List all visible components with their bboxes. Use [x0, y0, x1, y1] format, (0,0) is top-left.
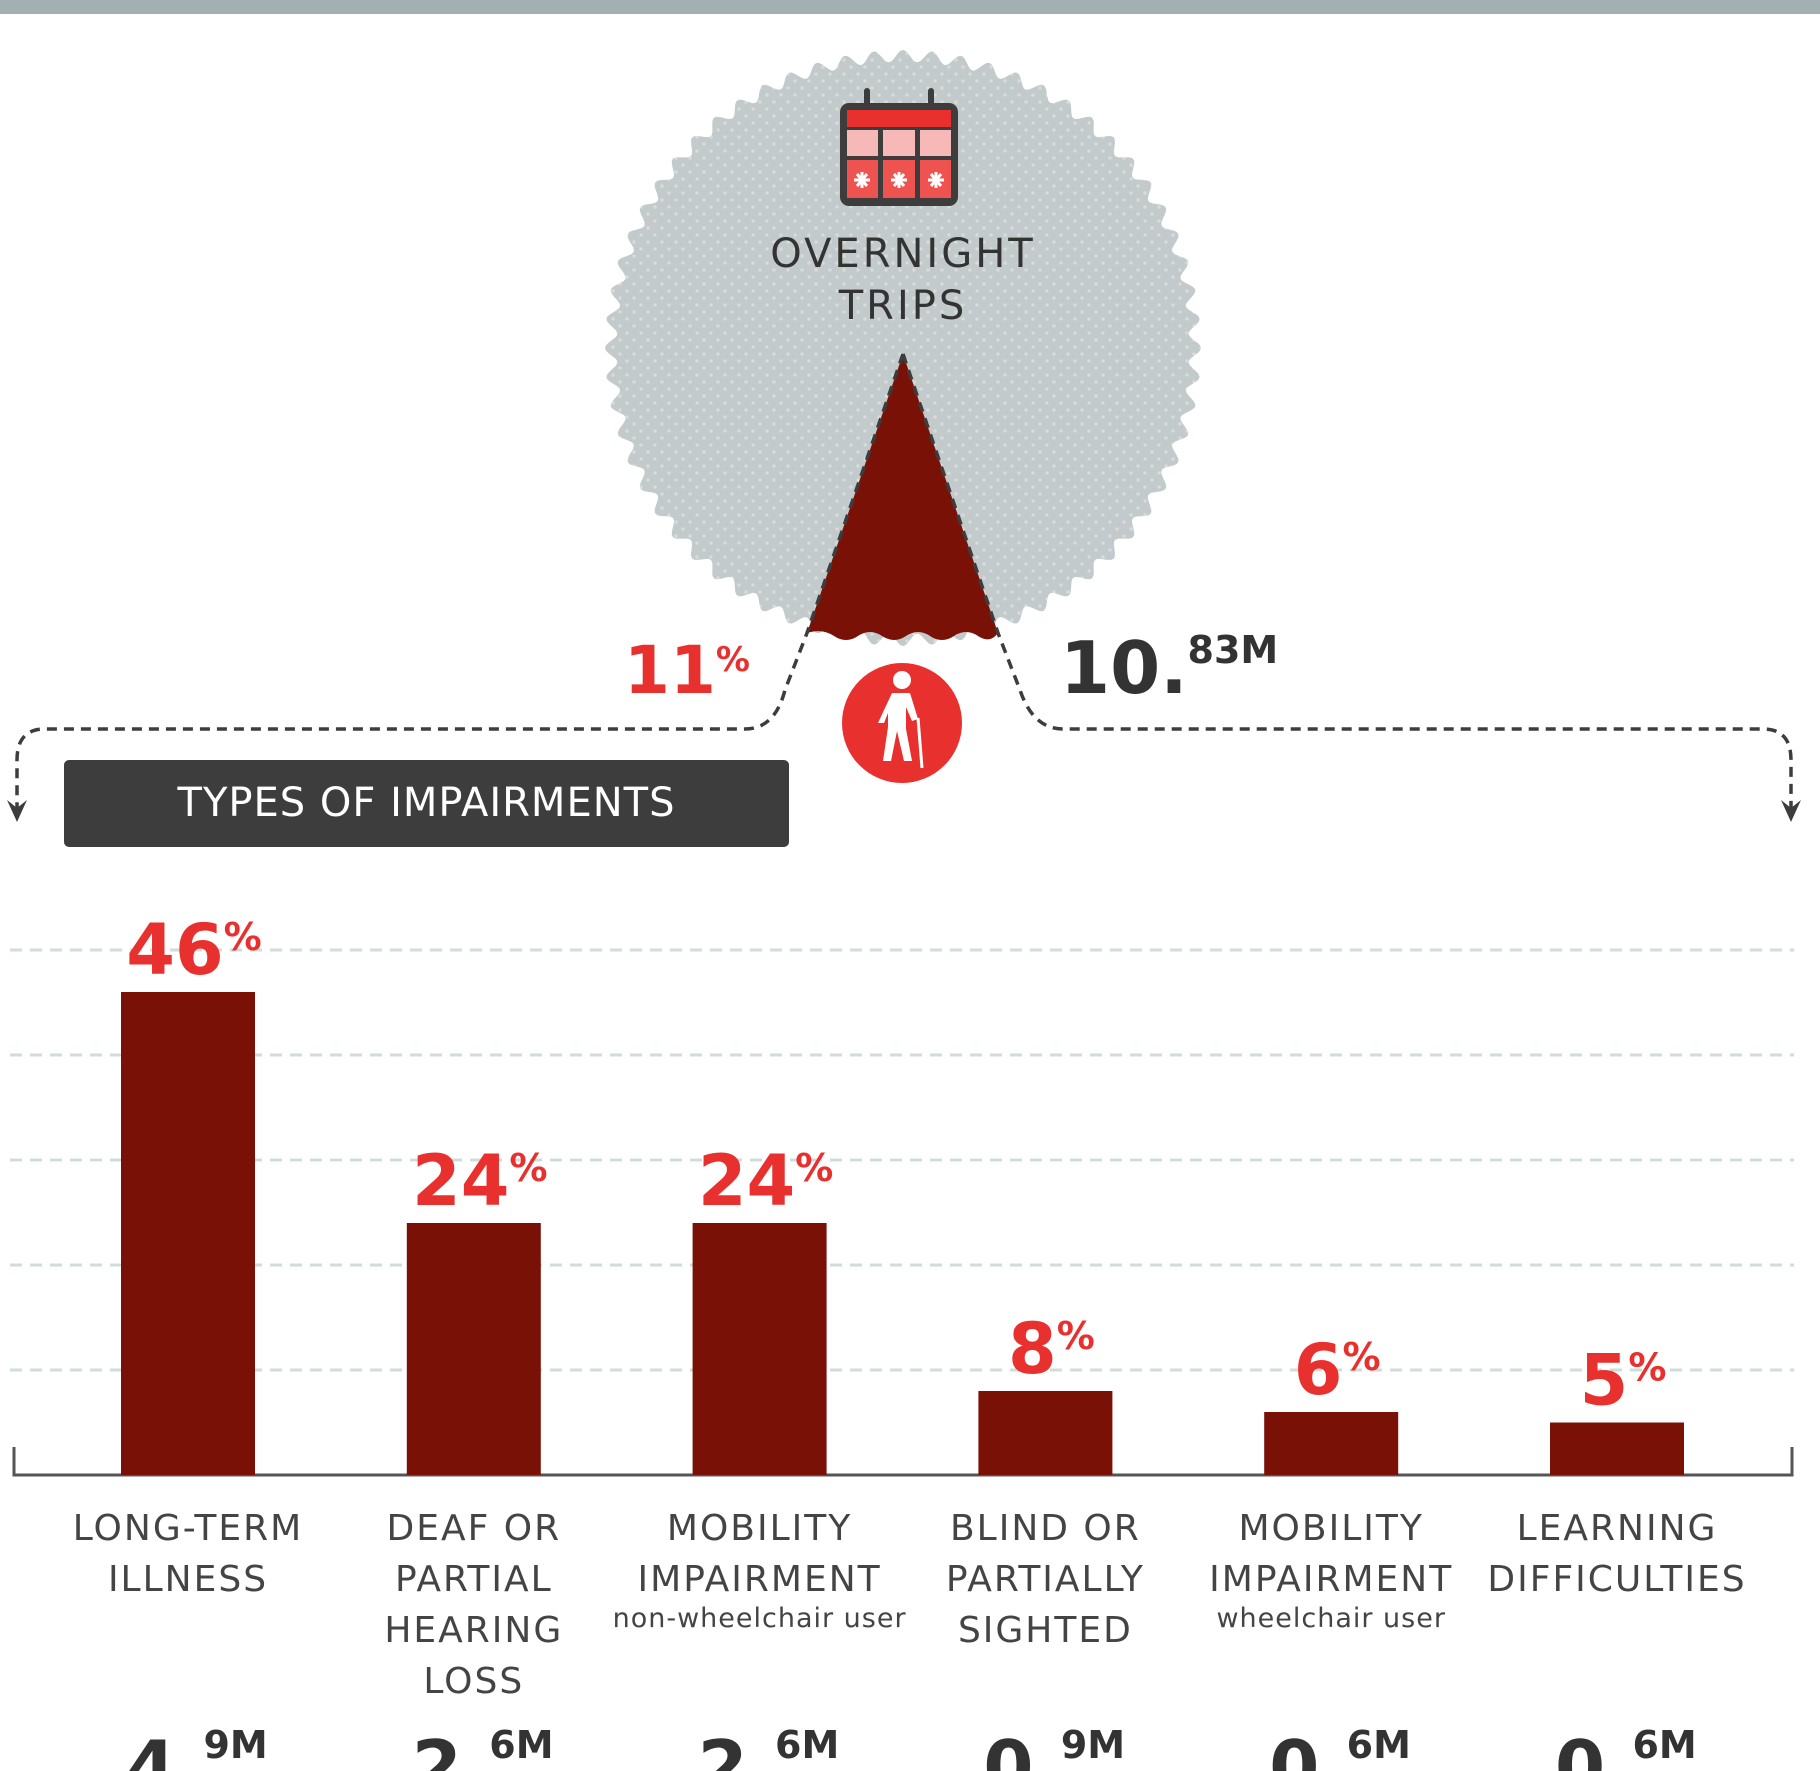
- count-label: 0.6M: [1269, 1723, 1411, 1771]
- share-wedge: [807, 354, 998, 640]
- count-label: 4.9M: [126, 1723, 268, 1771]
- count-label: 2.6M: [698, 1723, 840, 1771]
- category-note: non-wheelchair user: [612, 1603, 907, 1634]
- calendar-icon: [840, 88, 958, 206]
- subtitle: TYPES OF IMPAIRMENTS REPORTED: [64, 760, 789, 913]
- total-label: 10.83M: [1060, 626, 1278, 710]
- badge-title: OVERNIGHT TRIPS: [770, 231, 1036, 329]
- value-label: 24%: [698, 1140, 834, 1222]
- bar: [978, 1391, 1113, 1475]
- value-label: 24%: [412, 1140, 548, 1222]
- count-label: 0.6M: [1555, 1723, 1697, 1771]
- badge: [605, 50, 1201, 646]
- category-note: wheelchair user: [1216, 1603, 1446, 1634]
- bar: [121, 992, 255, 1475]
- bar: [692, 1223, 827, 1475]
- count-label: 2.6M: [412, 1723, 554, 1771]
- arrow: [7, 800, 27, 822]
- bracket: [15, 353, 1793, 815]
- category-label: LONG-TERM ILLNESS: [72, 1508, 304, 1600]
- category-label: DEAF OR PARTIAL HEARING LOSS: [384, 1508, 564, 1702]
- value-label: 8%: [1008, 1308, 1095, 1390]
- category-label: MOBILITY IMPAIRMENT: [1209, 1508, 1454, 1600]
- category-label: BLIND OR PARTIALLY SIGHTED: [945, 1508, 1145, 1651]
- share-label: 11%: [624, 632, 750, 709]
- arrow: [1781, 800, 1801, 822]
- category-label: LEARNING DIFFICULTIES: [1487, 1508, 1747, 1600]
- count-label: 0.9M: [983, 1723, 1125, 1771]
- value-label: 6%: [1294, 1329, 1381, 1411]
- top-band: [0, 0, 1820, 14]
- bar: [1550, 1422, 1684, 1475]
- value-label: 46%: [126, 909, 262, 991]
- category-label: MOBILITY IMPAIRMENT: [637, 1508, 882, 1600]
- bar: [406, 1223, 541, 1475]
- value-label: 5%: [1580, 1340, 1667, 1422]
- bar: [1264, 1412, 1399, 1475]
- x-axis: [12, 1447, 1794, 1477]
- person-icon: [842, 663, 962, 783]
